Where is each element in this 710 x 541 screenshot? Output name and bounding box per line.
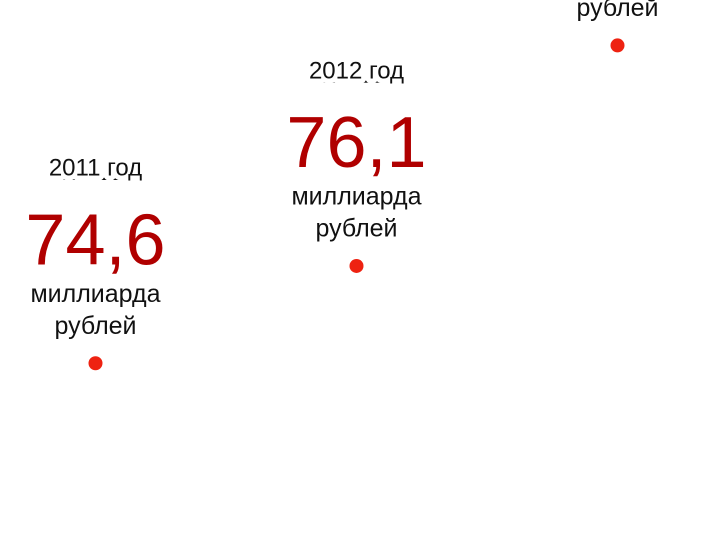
unit-label: рублей xyxy=(315,215,397,243)
category-label: 2012 год xyxy=(309,57,404,84)
unit-label: миллиарда xyxy=(291,183,421,211)
unit-label: миллиарда xyxy=(30,280,160,308)
value-label: 76,1 xyxy=(286,103,426,183)
trend-point xyxy=(349,258,364,273)
value-label: 74,6 xyxy=(25,200,165,280)
category-label: 2011 год xyxy=(49,155,142,182)
trend-point xyxy=(88,356,103,371)
unit-label: рублей xyxy=(576,0,658,22)
trend-point xyxy=(610,38,625,53)
unit-label: рублей xyxy=(54,312,136,340)
